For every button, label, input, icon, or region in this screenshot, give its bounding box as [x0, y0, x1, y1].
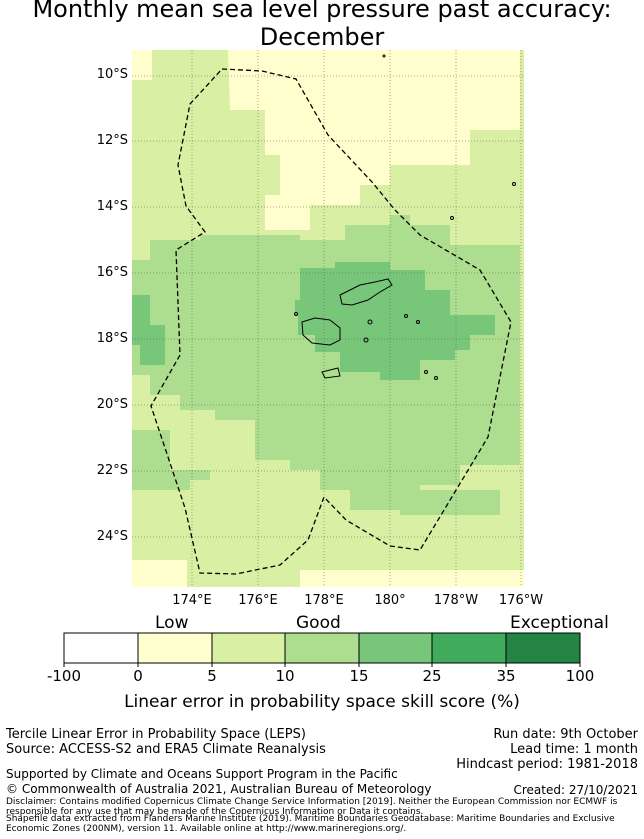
colorbar-tick: 15 — [349, 667, 369, 685]
lat-label: 10°S — [96, 67, 128, 82]
run-date: Run date: 9th October — [493, 727, 638, 742]
colorbar-caption-low: Low — [155, 613, 189, 633]
chart-title-line1: Monthly mean sea level pressure past acc… — [32, 0, 612, 23]
colorbar-tick: 0 — [133, 667, 143, 685]
colorbar-caption-exceptional: Exceptional — [510, 613, 609, 633]
shapefile-credit: Shapefile data extracted from Flanders M… — [6, 814, 615, 834]
lat-label: 18°S — [96, 331, 128, 346]
colorbar — [63, 632, 581, 667]
method-text: Tercile Linear Error in Probability Spac… — [6, 727, 306, 742]
disclaimer-text: Disclaimer: Contains modified Copernicus… — [6, 797, 618, 817]
source-text: Source: ACCESS-S2 and ERA5 Climate Reana… — [6, 742, 326, 757]
colorbar-caption-good: Good — [296, 613, 341, 633]
lon-label: 176°E — [238, 593, 278, 608]
lat-label: 22°S — [96, 463, 128, 478]
lat-label: 20°S — [96, 397, 128, 412]
support-text: Supported by Climate and Oceans Support … — [6, 767, 398, 781]
lon-label: 176°W — [498, 593, 544, 608]
colorbar-tick: 5 — [207, 667, 217, 685]
lat-label: 12°S — [96, 133, 128, 148]
eez-boundary — [150, 68, 512, 575]
colorbar-tick: 100 — [565, 667, 595, 685]
lat-label: 24°S — [96, 529, 128, 544]
hindcast-period: Hindcast period: 1981-2018 — [456, 757, 638, 772]
fiji-islands — [294, 54, 516, 380]
skill-field — [132, 50, 524, 587]
lat-label: 14°S — [96, 199, 128, 214]
lon-label: 178°E — [304, 593, 344, 608]
colorbar-tick: 10 — [275, 667, 295, 685]
created-date: Created: 27/10/2021 — [513, 783, 638, 797]
lat-label: 16°S — [96, 265, 128, 280]
colorbar-tick: 35 — [496, 667, 516, 685]
colorbar-label: Linear error in probability space skill … — [124, 692, 520, 712]
lon-label: 180° — [374, 593, 406, 608]
lon-label: 174°E — [172, 593, 212, 608]
colorbar-tick: -100 — [46, 667, 82, 685]
lon-label: 178°W — [433, 593, 479, 608]
copyright-text: © Commonwealth of Australia 2021, Austra… — [6, 782, 432, 796]
lead-time: Lead time: 1 month — [510, 742, 638, 757]
chart-title-line2: December — [259, 23, 385, 51]
colorbar-tick: 25 — [422, 667, 442, 685]
